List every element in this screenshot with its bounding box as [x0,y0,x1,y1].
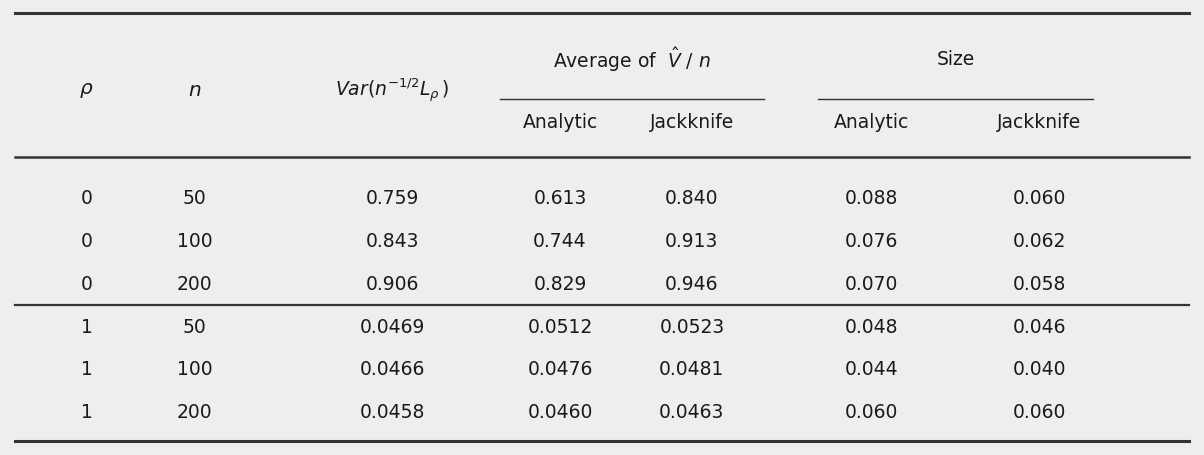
Text: $n$: $n$ [188,81,201,100]
Text: 0.843: 0.843 [366,232,419,250]
Text: 0.044: 0.044 [845,359,898,379]
Text: 0.0463: 0.0463 [660,402,725,421]
Text: 0.913: 0.913 [665,232,719,250]
Text: 0.058: 0.058 [1013,274,1066,293]
Text: 0.0466: 0.0466 [360,359,425,379]
Text: 0.076: 0.076 [845,232,898,250]
Text: 0.0476: 0.0476 [527,359,592,379]
Text: 200: 200 [177,402,212,421]
Text: 0.840: 0.840 [665,189,719,208]
Text: 1: 1 [81,402,93,421]
Text: 0: 0 [81,232,93,250]
Text: 0: 0 [81,274,93,293]
Text: 100: 100 [177,232,212,250]
Text: 0.060: 0.060 [1013,402,1066,421]
Text: 0.062: 0.062 [1013,232,1066,250]
Text: 0.906: 0.906 [366,274,419,293]
Text: 0.046: 0.046 [1013,317,1067,336]
Text: 50: 50 [183,189,206,208]
Text: $Var(n^{-1/2}L_{\rho}\,)$: $Var(n^{-1/2}L_{\rho}\,)$ [335,76,449,104]
Text: 0.0458: 0.0458 [360,402,425,421]
Text: 0.0469: 0.0469 [360,317,425,336]
Text: 0.759: 0.759 [366,189,419,208]
Text: 0.946: 0.946 [665,274,719,293]
Text: 0.0460: 0.0460 [527,402,592,421]
Text: $\rho$: $\rho$ [79,81,94,100]
Text: 0.0512: 0.0512 [527,317,592,336]
Text: Analytic: Analytic [834,112,909,131]
Text: 0.0523: 0.0523 [660,317,725,336]
Text: 0.048: 0.048 [845,317,898,336]
Text: Jackknife: Jackknife [997,112,1081,131]
Text: Analytic: Analytic [523,112,597,131]
Text: Jackknife: Jackknife [650,112,734,131]
Text: 0.060: 0.060 [845,402,898,421]
Text: 0.088: 0.088 [845,189,898,208]
Text: 0.744: 0.744 [533,232,586,250]
Text: 1: 1 [81,359,93,379]
Text: 0.070: 0.070 [845,274,898,293]
Text: 0: 0 [81,189,93,208]
Text: 0.040: 0.040 [1013,359,1067,379]
Text: 0.613: 0.613 [533,189,586,208]
Text: 50: 50 [183,317,206,336]
Text: 100: 100 [177,359,212,379]
Text: Size: Size [937,50,975,68]
Text: 0.060: 0.060 [1013,189,1066,208]
Text: 0.0481: 0.0481 [660,359,725,379]
Text: 200: 200 [177,274,212,293]
Text: 1: 1 [81,317,93,336]
Text: Average of  $\hat{V}$ / $n$: Average of $\hat{V}$ / $n$ [553,45,710,73]
Text: 0.829: 0.829 [533,274,586,293]
